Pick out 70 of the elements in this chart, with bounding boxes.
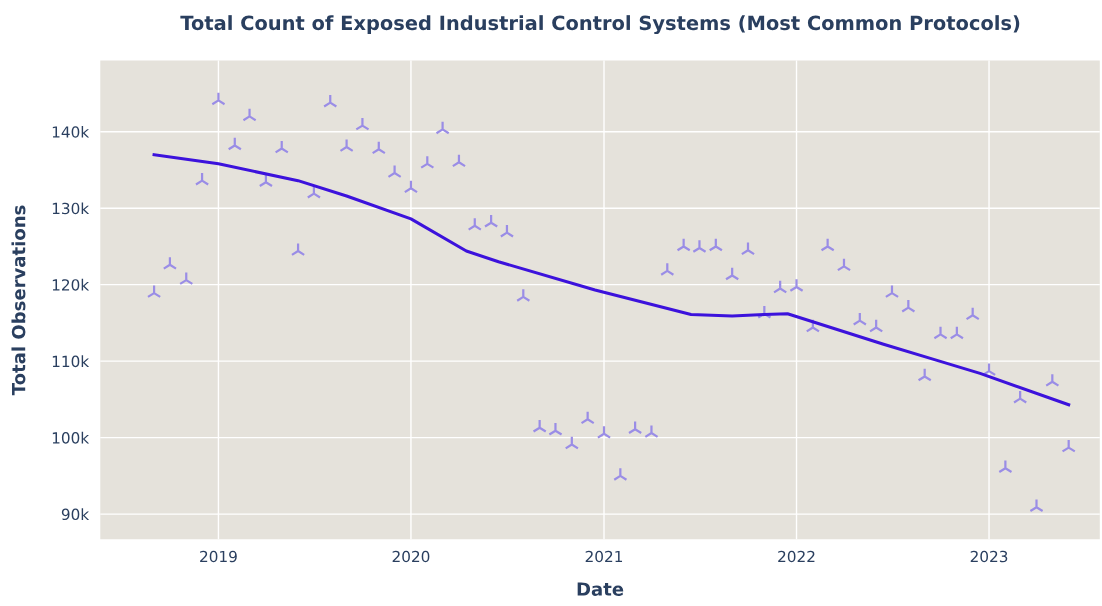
point <box>290 242 306 256</box>
point <box>403 179 419 194</box>
point <box>580 410 595 425</box>
point <box>1061 438 1076 453</box>
point <box>613 467 628 481</box>
point <box>323 93 338 108</box>
point <box>884 284 900 299</box>
point <box>564 435 580 450</box>
point <box>836 257 852 272</box>
y-tick-label: 130k <box>52 202 90 215</box>
point <box>532 418 547 433</box>
point <box>933 325 948 340</box>
point <box>371 140 386 155</box>
point <box>789 278 804 292</box>
line-series <box>152 153 1071 407</box>
point <box>740 241 756 256</box>
x-axis-title: Date <box>577 582 624 596</box>
y-tick-label: 110k <box>52 355 90 368</box>
point <box>708 237 724 252</box>
point <box>596 425 612 439</box>
point <box>917 367 932 382</box>
point <box>467 217 482 231</box>
point <box>211 91 226 106</box>
point <box>949 325 965 340</box>
y-tick-label: 140k <box>52 125 90 138</box>
point <box>757 304 772 319</box>
point <box>820 237 835 252</box>
point <box>627 420 643 435</box>
point <box>483 213 499 228</box>
y-tick-label: 100k <box>52 431 90 444</box>
point <box>420 155 435 169</box>
x-tick-label: 2022 <box>778 550 815 563</box>
x-tick-label: 2021 <box>585 550 623 563</box>
point <box>387 164 402 178</box>
point <box>1045 373 1060 387</box>
y-tick-label: 90k <box>61 508 90 521</box>
point <box>724 266 740 281</box>
point <box>868 318 884 333</box>
point <box>1012 389 1028 404</box>
point <box>162 256 178 270</box>
point <box>194 171 210 186</box>
point <box>435 120 450 135</box>
y-tick-label: 120k <box>52 278 90 291</box>
point <box>179 271 194 286</box>
point <box>965 306 980 321</box>
point <box>692 239 707 253</box>
point <box>146 284 162 299</box>
point <box>660 262 675 276</box>
y-axis-title: Total Observations <box>11 205 26 396</box>
point <box>258 173 274 188</box>
point <box>242 107 257 122</box>
x-tick-label: 2020 <box>392 550 430 563</box>
point <box>1029 498 1044 513</box>
point <box>451 153 467 168</box>
point <box>355 116 370 131</box>
point <box>339 138 354 152</box>
point <box>852 311 868 326</box>
point <box>499 223 515 238</box>
point <box>516 288 531 302</box>
chart-title: Total Count of Exposed Industrial Control Systems (Most Common Protocols) <box>180 15 1020 35</box>
x-tick-label: 2023 <box>970 550 1008 563</box>
point <box>644 424 659 438</box>
point <box>998 459 1013 474</box>
point <box>274 139 289 154</box>
point <box>548 422 563 436</box>
x-tick-label: 2019 <box>200 550 237 563</box>
point <box>772 279 788 294</box>
point <box>227 136 242 151</box>
point <box>676 237 691 252</box>
point <box>901 298 916 313</box>
